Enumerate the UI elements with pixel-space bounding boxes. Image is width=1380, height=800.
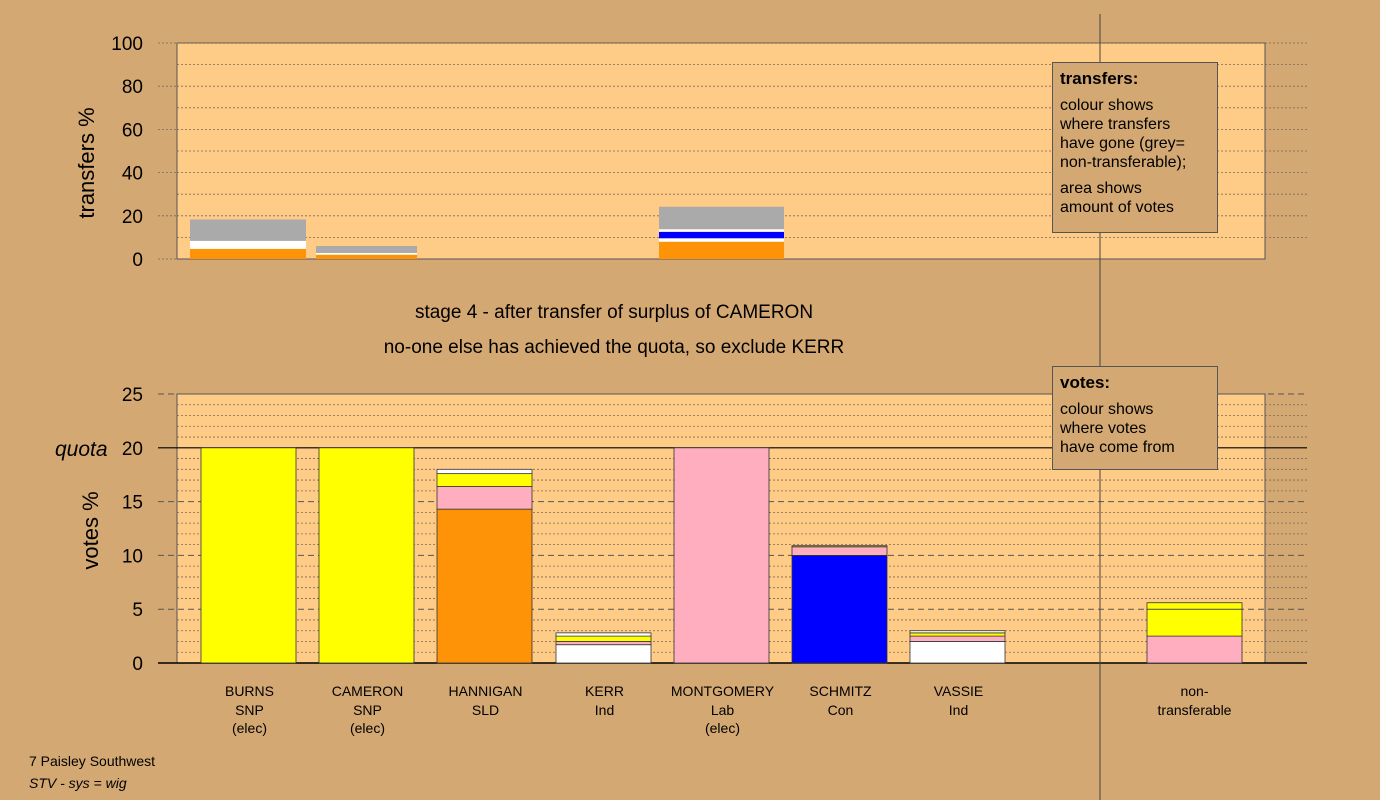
candidate-status-cameron: (elec)	[350, 720, 385, 736]
candidate-name-cameron: CAMERON	[332, 683, 404, 699]
transfer-segment-montgomery	[659, 238, 784, 242]
transfer-segment-montgomery	[659, 206, 784, 230]
transfer-segment-cameron	[316, 252, 417, 255]
transfers-legend-text-2: area shows amount of votes	[1060, 180, 1174, 216]
vote-segment-vassie	[909, 632, 1006, 637]
transfers-legend-heading: transfers:	[1060, 69, 1139, 88]
candidate-name-montgomery: MONTGOMERY	[671, 683, 775, 699]
transfer-segment-montgomery	[659, 229, 784, 232]
nontransferable-label-2: transferable	[1158, 702, 1232, 718]
transfer-segment-cameron	[316, 246, 417, 253]
vote-segment-hannigan	[436, 486, 533, 510]
candidate-party-schmitz: Con	[828, 702, 854, 718]
transfers-tick-label: 80	[122, 77, 143, 98]
vote-segment-nontransferable	[1146, 602, 1243, 610]
vote-segment-kerr	[555, 644, 652, 664]
vote-segment-vassie	[909, 641, 1006, 664]
votes-tick-label: 0	[132, 654, 143, 675]
votes-tick-label: 20	[122, 439, 143, 460]
transfer-segment-montgomery	[659, 231, 784, 239]
constituency-label: 7 Paisley Southwest	[29, 753, 156, 769]
votes-tick-label: 5	[132, 600, 143, 621]
candidate-name-kerr: KERR	[585, 683, 624, 699]
transfers-tick-label: 100	[111, 34, 143, 55]
vote-segment-hannigan	[436, 468, 533, 475]
stage-title: stage 4 - after transfer of surplus of C…	[415, 302, 813, 323]
vote-segment-kerr	[555, 635, 652, 642]
vote-segment-schmitz	[791, 555, 888, 664]
votes-axis-label: votes %	[78, 491, 103, 569]
vote-segment-nontransferable	[1146, 608, 1243, 637]
transfers-tick-label: 20	[122, 207, 143, 228]
candidate-name-hannigan: HANNIGAN	[449, 683, 523, 699]
vote-segment-kerr	[555, 632, 652, 637]
transfer-segment-burns	[190, 219, 306, 241]
vote-segment-burns	[200, 447, 297, 664]
transfer-segment-montgomery	[659, 241, 784, 259]
votes-legend: votes: colour shows where votes have com…	[1052, 366, 1218, 470]
vote-segment-montgomery	[673, 447, 770, 664]
candidate-name-vassie: VASSIE	[934, 683, 984, 699]
transfers-axis-label: transfers %	[74, 107, 99, 218]
quota-label: quota	[55, 438, 108, 461]
votes-legend-text: colour shows where votes have come from	[1060, 401, 1175, 456]
candidate-party-hannigan: SLD	[472, 702, 499, 718]
stage-note: no-one else has achieved the quota, so e…	[384, 337, 845, 358]
transfers-tick-label: 0	[132, 250, 143, 271]
vote-segment-schmitz	[791, 546, 888, 556]
vote-segment-vassie	[909, 635, 1006, 642]
candidate-party-kerr: Ind	[595, 702, 614, 718]
candidate-party-burns: SNP	[235, 702, 264, 718]
transfers-tick-label: 60	[122, 120, 143, 141]
system-label: STV - sys = wig	[29, 775, 127, 791]
candidate-name-burns: BURNS	[225, 683, 274, 699]
vote-segment-schmitz	[791, 545, 888, 548]
candidate-status-burns: (elec)	[232, 720, 267, 736]
transfers-tick-label: 40	[122, 164, 143, 185]
vote-segment-hannigan	[436, 473, 533, 487]
transfers-legend-text-1: colour shows where transfers have gone (…	[1060, 97, 1187, 171]
vote-segment-kerr	[555, 641, 652, 646]
nontransferable-label-1: non-	[1180, 683, 1208, 699]
transfer-segment-cameron	[316, 254, 417, 259]
transfers-legend: transfers: colour shows where transfers …	[1052, 62, 1218, 233]
transfer-segment-burns	[190, 248, 306, 259]
votes-legend-heading: votes:	[1060, 373, 1111, 392]
votes-tick-label: 15	[122, 493, 143, 514]
votes-tick-label: 10	[122, 546, 143, 567]
vote-segment-vassie	[909, 630, 1006, 634]
candidate-party-montgomery: Lab	[711, 702, 735, 718]
candidate-name-schmitz: SCHMITZ	[809, 683, 872, 699]
votes-tick-label: 25	[122, 385, 143, 406]
transfer-segment-burns	[190, 240, 306, 249]
candidate-party-cameron: SNP	[353, 702, 382, 718]
candidate-status-montgomery: (elec)	[705, 720, 740, 736]
candidate-party-vassie: Ind	[949, 702, 968, 718]
vote-segment-hannigan	[436, 508, 533, 664]
vote-segment-cameron	[318, 447, 415, 664]
vote-segment-nontransferable	[1146, 635, 1243, 664]
